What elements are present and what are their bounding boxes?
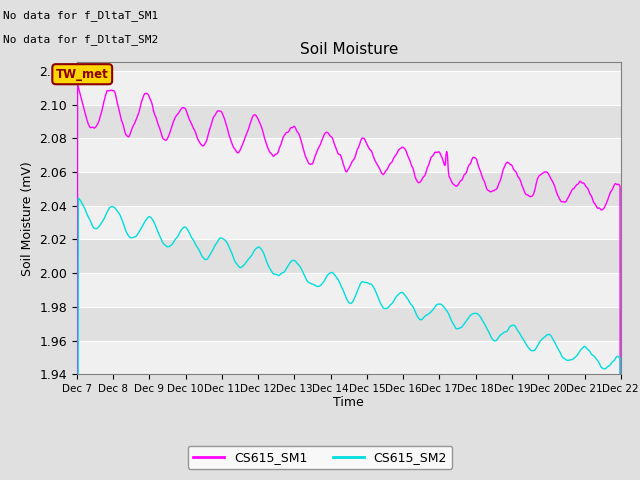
X-axis label: Time: Time <box>333 396 364 408</box>
Bar <box>77 138 621 172</box>
Title: Soil Moisture: Soil Moisture <box>300 42 398 57</box>
Text: TW_met: TW_met <box>56 68 109 81</box>
Text: No data for f_DltaT_SM1: No data for f_DltaT_SM1 <box>3 10 159 21</box>
Bar <box>77 206 621 240</box>
Bar <box>77 307 621 341</box>
Bar <box>77 71 621 105</box>
Bar <box>77 240 621 273</box>
Bar <box>77 341 621 374</box>
Bar <box>77 105 621 138</box>
Text: No data for f_DltaT_SM2: No data for f_DltaT_SM2 <box>3 34 159 45</box>
Bar <box>77 172 621 206</box>
Y-axis label: Soil Moisture (mV): Soil Moisture (mV) <box>20 161 34 276</box>
Bar <box>77 273 621 307</box>
Legend: CS615_SM1, CS615_SM2: CS615_SM1, CS615_SM2 <box>188 446 452 469</box>
